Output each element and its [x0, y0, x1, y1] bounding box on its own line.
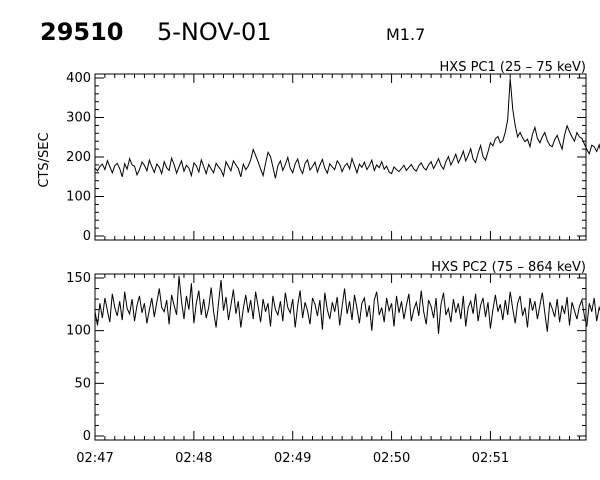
pc2-y-tick-labels: 0 50 100 150	[66, 271, 91, 444]
y-tick-label: 100	[66, 190, 91, 205]
y-tick-label: 0	[83, 429, 91, 444]
event-number: 29510	[40, 18, 124, 46]
y-tick-label: 400	[66, 71, 91, 86]
x-tick-label: 02:51	[472, 451, 509, 466]
y-tick-label: 50	[74, 376, 91, 391]
x-tick-label: 02:48	[175, 451, 212, 466]
pc2-x-tick-labels: 02:47 02:48 02:49 02:50 02:51	[76, 451, 509, 466]
x-tick-label: 02:50	[373, 451, 410, 466]
pc1-panel: HXS PC1 (25 – 75 keV) CTS/SEC 0 100 200 300…	[37, 60, 600, 244]
flare-class: M1.7	[386, 25, 425, 44]
x-tick-label: 02:49	[274, 451, 311, 466]
pc2-series-line	[94, 275, 600, 334]
y-tick-label: 200	[66, 150, 91, 165]
y-tick-label: 150	[66, 271, 91, 286]
pc2-ticks	[94, 274, 586, 440]
pc2-plot-frame	[94, 273, 587, 441]
observation-date: 5-NOV-01	[157, 18, 272, 46]
y-tick-label: 100	[66, 324, 91, 339]
x-tick-label: 02:47	[76, 451, 113, 466]
pc1-y-axis-label: CTS/SEC	[37, 132, 52, 187]
pc1-title: HXS PC1 (25 – 75 keV)	[440, 60, 586, 75]
pc1-ticks	[94, 74, 586, 240]
pc2-title: HXS PC2 (75 – 864 keV)	[431, 260, 586, 275]
pc1-series-line	[94, 78, 600, 179]
y-tick-label: 0	[83, 229, 91, 244]
y-tick-label: 300	[66, 111, 91, 126]
pc1-y-tick-labels: 0 100 200 300 400	[66, 71, 91, 244]
